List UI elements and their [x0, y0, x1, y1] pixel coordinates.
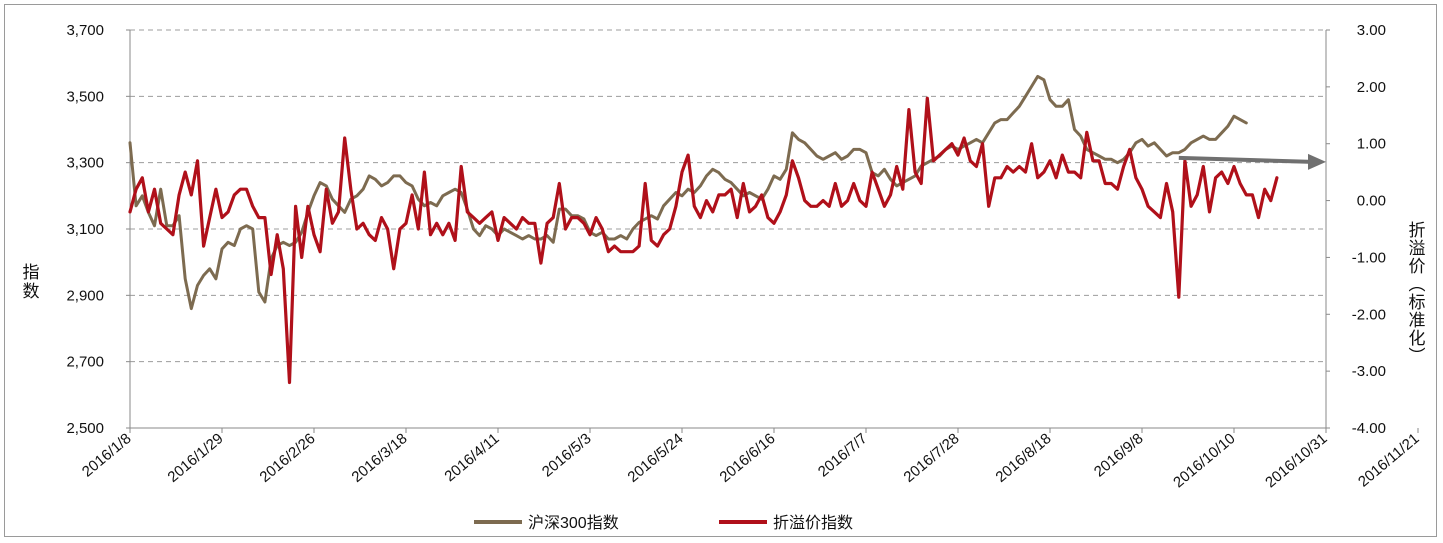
legend: 沪深300指数 折溢价指数 — [474, 514, 853, 532]
left-axis-title: 指数 — [20, 263, 40, 301]
left-tick-label: 3,500 — [66, 88, 104, 105]
left-tick-label: 2,900 — [66, 287, 104, 304]
x-tick-label: 2016/5/24 — [625, 430, 687, 486]
left-tick-label: 2,500 — [66, 420, 104, 437]
x-tick-label: 2016/10/10 — [1170, 430, 1238, 491]
legend-label-csi300: 沪深300指数 — [528, 514, 619, 532]
left-tick-label: 3,300 — [66, 155, 104, 172]
right-tick-label: 3.00 — [1357, 22, 1386, 39]
chart-canvas: 2,500 2,700 2,900 3,100 3,300 3,500 3,700 -4.0… — [20, 22, 1426, 532]
series-line-premium — [128, 96, 1279, 385]
annotation-arrow-shaft — [1178, 155, 1313, 164]
chart-frame: 2,500 2,700 2,900 3,100 3,300 3,500 3,700 -4.0… — [4, 4, 1437, 537]
right-tick-label: 0.00 — [1357, 193, 1386, 210]
right-tick-label: 2.00 — [1357, 79, 1386, 96]
x-tick-label: 2016/4/11 — [441, 430, 502, 485]
gridlines — [130, 29, 1326, 363]
x-tick-label: 2016/8/18 — [993, 430, 1055, 486]
x-tick-label: 2016/7/7 — [815, 430, 871, 481]
x-tick-label: 2016/9/8 — [1091, 430, 1147, 481]
x-tick-label: 2016/1/8 — [79, 430, 135, 481]
x-tick-label: 2016/11/21 — [1355, 430, 1423, 491]
x-tick-label: 2016/6/16 — [717, 430, 779, 486]
right-axis-title: 折溢价（标准化） — [1406, 221, 1426, 365]
x-tick-label: 2016/1/29 — [165, 430, 227, 486]
right-tick-label: 1.00 — [1357, 136, 1386, 153]
right-tick-label: -4.00 — [1352, 420, 1386, 437]
right-tick-label: -2.00 — [1352, 306, 1386, 323]
series-layer — [128, 74, 1279, 385]
x-tick-label: 2016/10/31 — [1262, 430, 1330, 491]
left-tick-label: 2,700 — [66, 354, 104, 371]
x-tick-label: 2016/5/3 — [539, 430, 595, 481]
series-line-csi300 — [128, 74, 1248, 311]
right-tick-label: -1.00 — [1352, 249, 1386, 266]
left-tick-label: 3,700 — [66, 22, 104, 39]
x-axis-ticks: 2016/1/8 2016/1/29 2016/2/26 2016/3/18 2016/… — [79, 428, 1423, 491]
legend-label-premium: 折溢价指数 — [773, 514, 853, 532]
left-axis-ticks: 2,500 2,700 2,900 3,100 3,300 3,500 3,700 — [66, 22, 130, 437]
right-tick-label: -3.00 — [1352, 363, 1386, 380]
left-tick-label: 3,100 — [66, 221, 104, 238]
right-axis-ticks: -4.00 -3.00 -2.00 -1.00 0.00 1.00 2.00 3.00 — [1326, 22, 1386, 437]
x-tick-label: 2016/7/28 — [901, 430, 963, 486]
x-tick-label: 2016/2/26 — [257, 430, 319, 486]
annotation-arrow-head — [1308, 153, 1326, 170]
x-tick-label: 2016/3/18 — [349, 430, 411, 486]
annotation-layer — [1178, 153, 1326, 170]
